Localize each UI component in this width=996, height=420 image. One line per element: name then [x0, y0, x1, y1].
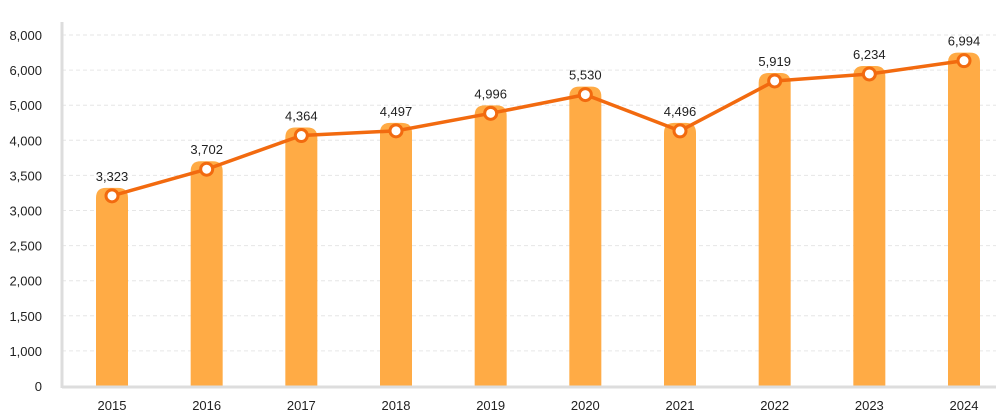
line-series: [104, 53, 972, 204]
line-point: [483, 105, 499, 121]
y-tick-label: 2,500: [9, 239, 42, 254]
data-label: 3,323: [96, 169, 129, 184]
bar: [758, 72, 791, 386]
y-tick-label: 3,000: [9, 204, 42, 219]
line-point: [767, 73, 783, 89]
x-axis-ticks: 2015 2016 2017 2018 2019 2020 2021 2022 2023 2024: [98, 398, 979, 413]
data-label: 6,994: [948, 34, 981, 49]
data-label: 5,919: [758, 54, 791, 69]
data-label: 4,364: [285, 109, 318, 124]
bar: [190, 161, 223, 386]
data-label: 4,996: [474, 86, 507, 101]
data-label: 3,702: [190, 142, 223, 157]
y-tick-label: 5,000: [9, 98, 42, 113]
y-axis-ticks: 0 1,000 1,500 2,000 2,500 3,000 3,500 4,000 5,00…: [9, 28, 42, 394]
x-tick-label: 2024: [950, 398, 979, 413]
x-tick-label: 2016: [192, 398, 221, 413]
bar: [569, 86, 602, 387]
x-tick-label: 2017: [287, 398, 316, 413]
x-tick-label: 2018: [382, 398, 411, 413]
data-label: 4,496: [664, 104, 697, 119]
y-tick-label: 2,000: [9, 274, 42, 289]
bar: [380, 122, 412, 387]
y-tick-label: 0: [35, 379, 42, 394]
bar-series: [96, 52, 980, 387]
data-labels: 3,323 3,702 4,364 4,497 4,996 5,530 4,496 5,919…: [96, 34, 981, 184]
x-tick-label: 2019: [476, 398, 505, 413]
x-tick-label: 2015: [98, 398, 127, 413]
line-point: [104, 188, 120, 204]
bar: [474, 105, 507, 387]
y-tick-label: 1,500: [9, 309, 42, 324]
series-line: [111, 58, 965, 198]
y-tick-label: 8,000: [9, 28, 42, 43]
bar: [948, 52, 980, 386]
line-point: [577, 87, 593, 103]
line-point: [861, 66, 877, 82]
line-point: [956, 53, 972, 69]
x-tick-label: 2020: [571, 398, 600, 413]
x-tick-label: 2021: [666, 398, 695, 413]
y-tick-label: 4,000: [9, 133, 42, 148]
y-tick-label: 6,000: [9, 63, 42, 78]
bar: [285, 127, 318, 387]
axes: [60, 22, 996, 389]
bar: [664, 122, 696, 386]
y-tick-label: 3,500: [9, 168, 42, 183]
y-tick-label: 1,000: [9, 344, 42, 359]
x-tick-label: 2023: [855, 398, 884, 413]
data-label: 5,530: [569, 68, 602, 83]
x-tick-label: 2022: [760, 398, 789, 413]
bar: [96, 187, 128, 386]
data-label: 6,234: [853, 47, 886, 62]
line-point: [199, 161, 215, 177]
line-point: [672, 123, 688, 139]
line-point: [388, 123, 404, 139]
data-label: 4,497: [380, 104, 413, 119]
bar: [853, 65, 886, 387]
line-point: [293, 128, 309, 144]
